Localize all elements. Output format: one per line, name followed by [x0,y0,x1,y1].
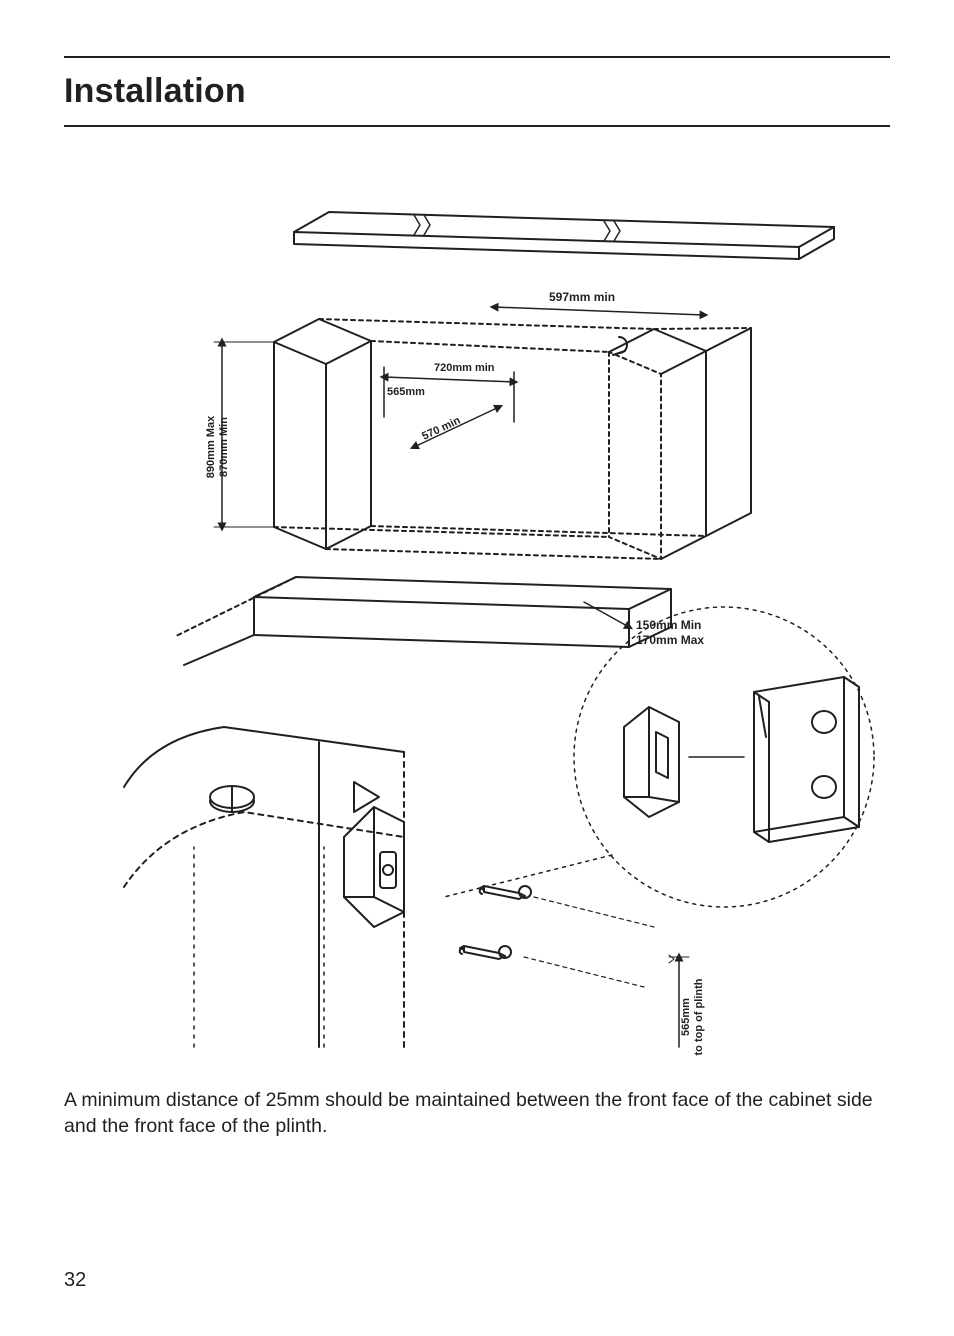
dim-top-width: 597mm min [549,290,615,304]
dim-inner-width: 720mm min [434,362,495,374]
page-title: Installation [64,72,890,111]
dim-plinth-max: 170mm Max [636,633,704,647]
dim-height-min: 870mm Min [218,417,230,477]
dim-inner-width2: 565mm [387,386,425,398]
page-number: 32 [64,1269,86,1292]
dim-plinth-h1: 565mm [680,998,692,1036]
installation-diagram: 597mm min 720mm min 565mm 570 min 890mm … [64,197,890,1067]
dim-height-max: 890mm Max [205,415,217,478]
diagram-caption: A minimum distance of 25mm should be mai… [64,1087,890,1140]
dim-plinth-h2: to top of plinth [693,978,705,1055]
dim-depth: 570 min [420,414,462,442]
dim-plinth-min: 150mm Min [636,618,701,632]
